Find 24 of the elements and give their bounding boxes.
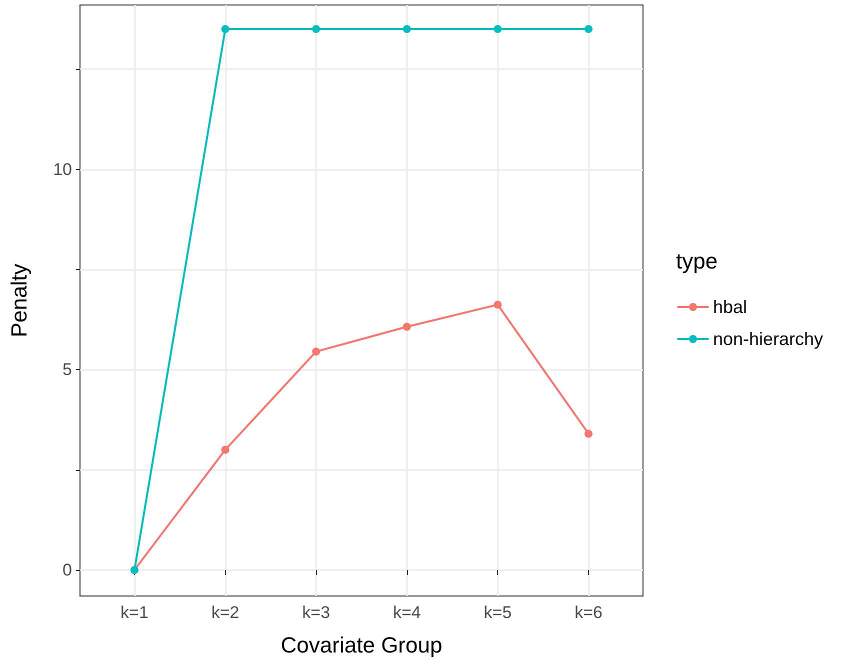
point — [402, 25, 411, 34]
point — [494, 25, 502, 34]
point — [584, 25, 593, 34]
x-axis-title: Covariate Group — [280, 632, 442, 658]
y-tick-label: 5 — [62, 360, 72, 380]
legend-title: type — [676, 248, 718, 274]
x-tick-label: k=4 — [392, 603, 421, 622]
x-tick-label: k=3 — [302, 603, 330, 622]
legend-label: hbal — [713, 297, 748, 317]
legend-label: non-hierarchy — [713, 329, 824, 349]
y-axis-title: Penalty — [6, 264, 32, 338]
x-tick-label: k=5 — [484, 603, 512, 622]
x-tick-label: k=2 — [211, 603, 240, 622]
point — [312, 25, 320, 34]
point — [221, 25, 230, 34]
point — [402, 322, 411, 331]
y-tick-label: 0 — [62, 560, 72, 580]
x-tick-label: k=1 — [120, 603, 148, 622]
point — [221, 446, 230, 454]
y-tick-label: 10 — [53, 160, 72, 179]
point — [312, 348, 320, 356]
x-tick-label: k=6 — [574, 603, 602, 622]
point — [494, 300, 502, 309]
point — [584, 430, 593, 438]
